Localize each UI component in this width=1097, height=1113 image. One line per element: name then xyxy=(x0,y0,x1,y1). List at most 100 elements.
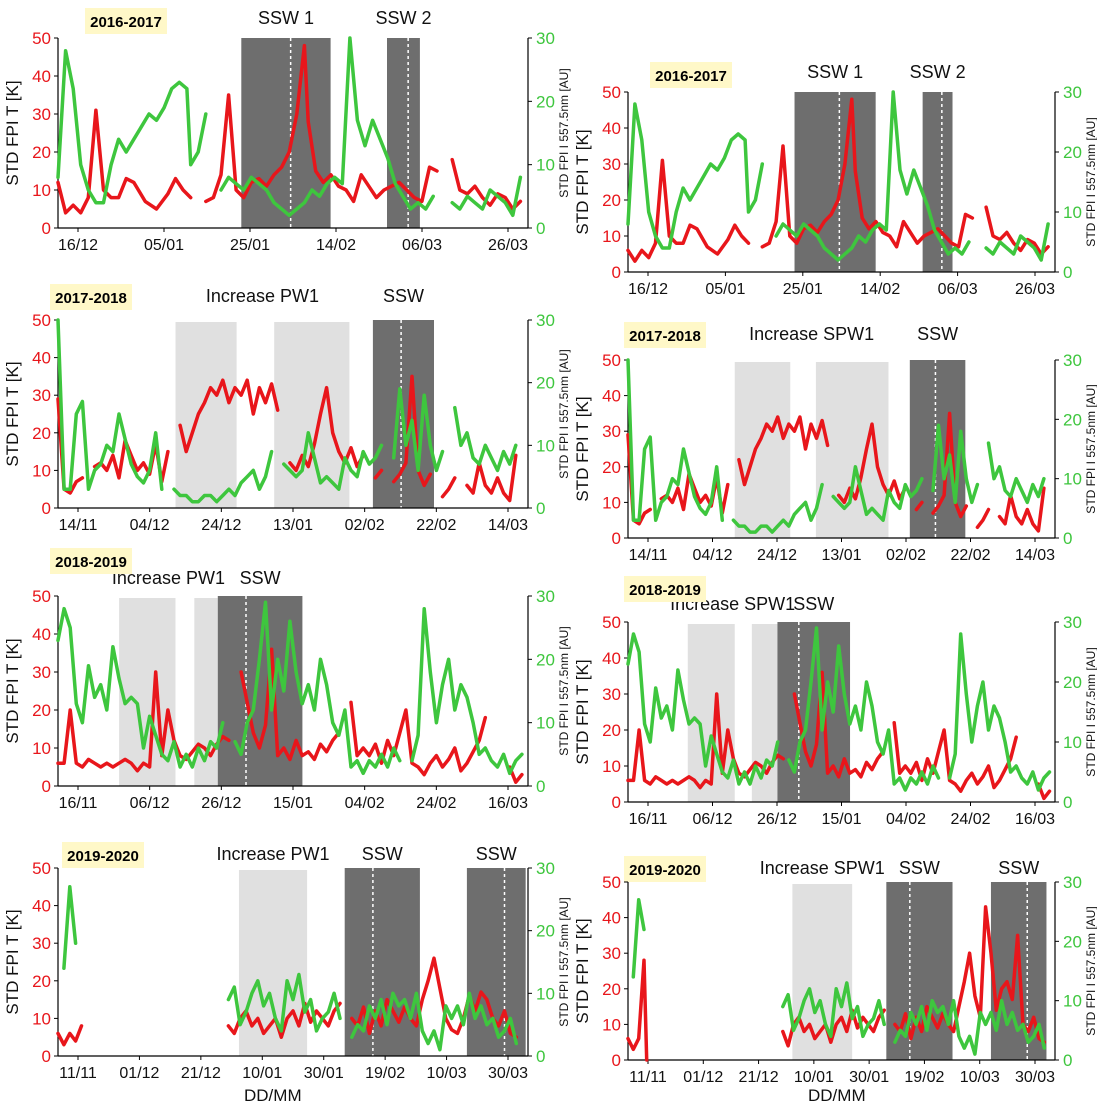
season-label-box xyxy=(650,62,732,88)
x-tick-label: 11/11 xyxy=(59,1065,97,1082)
x-tick-label: 10/03 xyxy=(960,1069,1000,1086)
x-tick-label: 26/12 xyxy=(201,795,241,812)
season-label: 2018-2019 xyxy=(50,548,132,574)
shaded-interval-label: SSW xyxy=(998,858,1039,878)
right-tick-label: 30 xyxy=(1063,873,1082,892)
right-tick-label: 10 xyxy=(536,984,555,1003)
left-y-axis-title: STD FPI T [K] xyxy=(573,396,592,501)
x-tick-label: 24/02 xyxy=(950,811,990,828)
left-tick-label: 30 xyxy=(602,685,621,704)
left-tick-label: 0 xyxy=(42,499,51,518)
temperature-series-line xyxy=(893,905,1047,1044)
season-label-text: 2019-2020 xyxy=(629,862,701,879)
x-tick-label: 14/11 xyxy=(629,547,668,564)
intensity-series-line xyxy=(984,222,1050,262)
x-tick-label: 26/12 xyxy=(757,811,797,828)
season-label-box xyxy=(62,842,144,868)
season-label: 2018-2019 xyxy=(624,576,706,602)
left-tick-label: 30 xyxy=(602,944,621,963)
temperature-series-line xyxy=(178,378,280,454)
x-tick-label: 22/02 xyxy=(950,547,990,564)
left-tick-label: 50 xyxy=(32,29,51,48)
shaded-interval-label: SSW xyxy=(793,594,834,614)
shaded-interval-pw xyxy=(119,598,176,786)
temperature-series-line xyxy=(56,1024,84,1047)
season-label: 2017-2018 xyxy=(50,284,132,310)
right-tick-label: 30 xyxy=(536,859,555,878)
intensity-series-line xyxy=(233,600,402,776)
left-tick-label: 0 xyxy=(42,219,51,238)
left-tick-label: 20 xyxy=(32,701,51,720)
shaded-interval-label: Increase SPW1 xyxy=(749,324,874,344)
x-tick-label: 14/03 xyxy=(488,517,528,534)
panel-2019-2020-right: Increase SPW1 SSW SSW 2019-2020 0 10 20 30 40 50 0… xyxy=(573,856,1097,1086)
x-tick-label: 25/01 xyxy=(230,237,270,254)
temperature-series-line xyxy=(391,374,433,488)
left-tick-label: 50 xyxy=(602,351,621,370)
right-tick-label: 30 xyxy=(1063,613,1082,632)
x-tick-label: 26/03 xyxy=(488,237,528,254)
right-tick-label: 20 xyxy=(536,374,555,393)
panel-2019-2020-left: Increase PW1 SSW SSW2019-20200102030405001… xyxy=(3,842,571,1082)
right-tick-label: 10 xyxy=(1063,733,1082,752)
season-label: 2016-2017 xyxy=(85,8,167,34)
right-tick-label: 10 xyxy=(536,436,555,455)
season-label-box xyxy=(624,856,706,882)
intensity-series-line xyxy=(774,90,971,262)
temperature-series-line xyxy=(792,670,885,779)
intensity-series-line xyxy=(172,449,274,504)
intensity-series-line xyxy=(626,632,780,786)
left-y-axis-title: STD FPI T [K] xyxy=(3,638,22,743)
season-label: 2016-2017 xyxy=(650,62,732,88)
x-tick-label: 19/02 xyxy=(904,1069,944,1086)
intensity-series-line xyxy=(62,885,78,971)
right-tick-label: 30 xyxy=(1063,83,1082,102)
right-y-axis-title: STD FPI I 557.5nm [AU] xyxy=(557,68,571,197)
intensity-series-line xyxy=(56,48,208,205)
x-tick-label: 22/02 xyxy=(416,517,456,534)
x-tick-label: 04/02 xyxy=(886,811,926,828)
right-tick-label: 10 xyxy=(1063,992,1082,1011)
left-tick-label: 40 xyxy=(32,349,51,368)
shaded-interval-label: SSW xyxy=(476,844,517,864)
temperature-series-line xyxy=(914,500,924,512)
left-tick-label: 10 xyxy=(602,1015,621,1034)
season-label-box xyxy=(624,322,706,348)
temperature-series-line xyxy=(204,43,439,204)
right-y-axis-title: STD FPI I 557.5nm [AU] xyxy=(557,349,571,478)
x-tick-label: 21/12 xyxy=(181,1065,221,1082)
intensity-series-line xyxy=(219,36,435,218)
left-y-axis-title: STD FPI T [K] xyxy=(573,918,592,1023)
right-y-axis-title: STD FPI I 557.5nm [AU] xyxy=(1084,906,1097,1035)
left-tick-label: 20 xyxy=(602,721,621,740)
temperature-series-line xyxy=(626,958,649,1062)
shaded-interval-label: SSW 2 xyxy=(910,62,966,82)
left-tick-label: 10 xyxy=(32,739,51,758)
temperature-series-line xyxy=(760,97,975,249)
x-tick-label: 04/12 xyxy=(692,547,732,564)
intensity-series-line xyxy=(282,431,384,491)
x-tick-label: 25/01 xyxy=(783,281,823,298)
intensity-series-line xyxy=(56,606,225,769)
panel-2016-2017-right: SSW 1 SSW 2 2016-2017 0 10 20 30 40 50 0 10 20 30 16/… xyxy=(573,62,1097,298)
right-tick-label: 20 xyxy=(1063,673,1082,692)
shaded-interval-label: SSW xyxy=(917,324,958,344)
x-tick-label: 06/03 xyxy=(402,237,442,254)
left-tick-label: 10 xyxy=(32,461,51,480)
temperature-series-line xyxy=(931,411,969,519)
left-tick-label: 40 xyxy=(32,625,51,644)
x-tick-label: 16/03 xyxy=(1015,811,1055,828)
x-tick-label: 24/12 xyxy=(757,547,797,564)
left-tick-label: 10 xyxy=(32,1009,51,1028)
right-tick-label: 0 xyxy=(1063,263,1072,282)
season-label-text: 2017-2018 xyxy=(55,290,127,307)
shaded-interval-pw xyxy=(194,598,218,786)
shaded-interval-label: Increase PW1 xyxy=(112,568,225,588)
right-tick-label: 20 xyxy=(536,92,555,111)
right-tick-label: 0 xyxy=(1063,793,1072,812)
season-label: 2019-2020 xyxy=(62,842,144,868)
shaded-interval-pw xyxy=(815,362,889,538)
shaded-interval-ssw xyxy=(886,882,953,1060)
right-tick-label: 10 xyxy=(1063,470,1082,489)
right-y-axis-title: STD FPI I 557.5nm [AU] xyxy=(1084,647,1097,776)
